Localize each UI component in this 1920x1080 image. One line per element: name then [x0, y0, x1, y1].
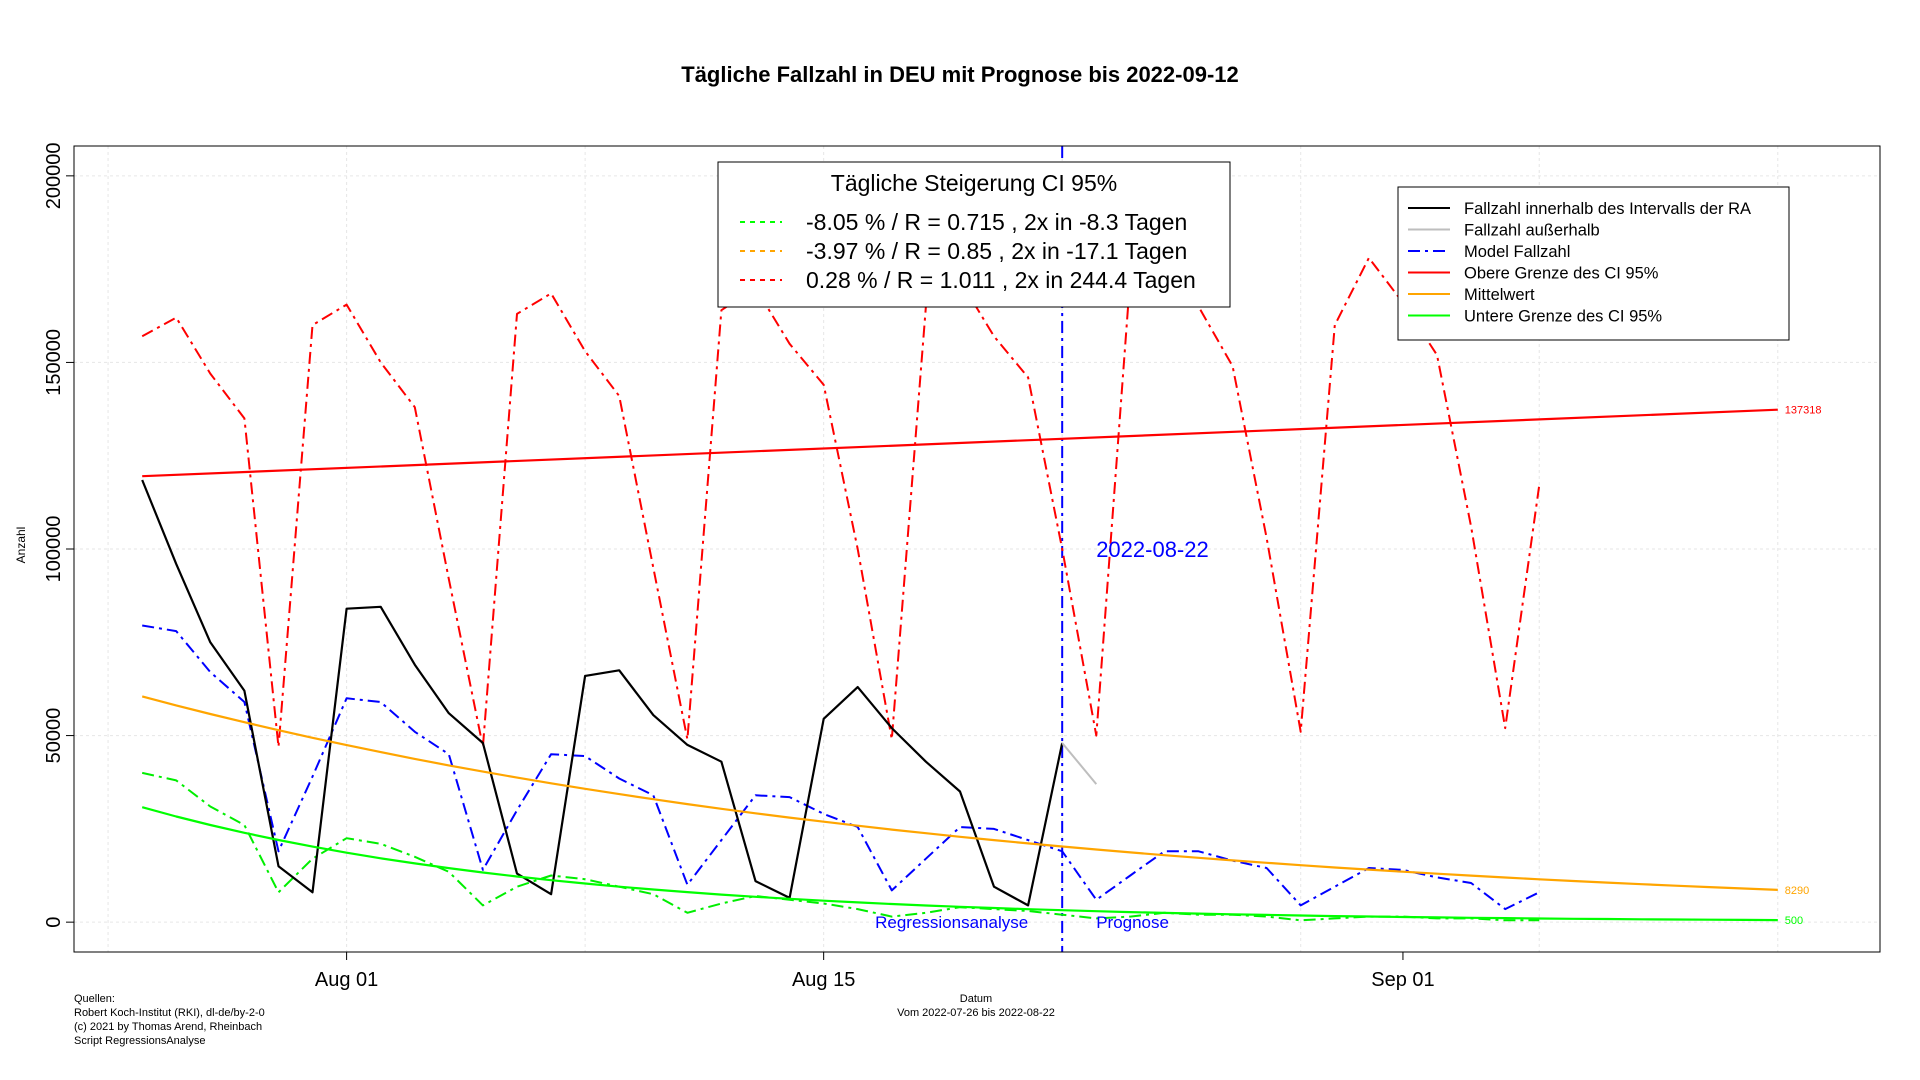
x-axis: Aug 01 Aug 15 Sep 01 [315, 952, 1435, 991]
source-line: (c) 2021 by Thomas Arend, Rheinbach [74, 1021, 262, 1033]
y-tick-label: 0 [43, 917, 65, 928]
sources: Quellen: Robert Koch-Institut (RKI), dl-… [74, 993, 265, 1047]
source-line: Script RegressionsAnalyse [74, 1035, 205, 1047]
series-line-lower [141, 806, 1778, 922]
chart-title: Tägliche Fallzahl in DEU mit Prognose bi… [681, 62, 1239, 87]
end-labels: 137318 8290 500 [1785, 405, 1822, 927]
y-axis: 0 50000 100000 150000 200000 [43, 142, 74, 928]
end-label-mean: 8290 [1785, 885, 1809, 897]
series-layer [141, 253, 1778, 922]
legend-label: Model Fallzahl [1464, 243, 1570, 261]
legend: Fallzahl innerhalb des Intervalls der RA… [1397, 186, 1790, 341]
y-tick-label: 50000 [43, 708, 65, 764]
regression-region-label: Regressionsanalyse [875, 913, 1028, 932]
y-tick-label: 100000 [43, 516, 65, 583]
legend-label: Untere Grenze des CI 95% [1464, 308, 1662, 326]
growth-row-upper: 0.28 % / R = 1.011 , 2x in 244.4 Tagen [806, 267, 1196, 293]
legend-label: Fallzahl innerhalb des Intervalls der RA [1464, 200, 1751, 218]
forecast-region-label: Prognose [1096, 913, 1169, 932]
end-label-lower: 500 [1785, 915, 1803, 927]
legend-label: Mittelwert [1464, 286, 1535, 304]
legend-label: Obere Grenze des CI 95% [1464, 265, 1659, 283]
series-line-outside [1061, 742, 1098, 785]
cut-date-label: 2022-08-22 [1096, 537, 1209, 562]
series-line-upper_model [141, 253, 1541, 748]
growth-box-frame [717, 161, 1231, 308]
x-axis-sublabel: Vom 2022-07-26 bis 2022-08-22 [897, 1007, 1055, 1019]
y-tick-label: 150000 [43, 329, 65, 396]
y-axis-label: Anzahl [14, 527, 28, 564]
series-line-upper [142, 408, 1778, 478]
growth-box-title: Tägliche Steigerung CI 95% [831, 170, 1117, 196]
x-tick-label: Aug 01 [315, 969, 378, 991]
growth-row-mean: -3.97 % / R = 0.85 , 2x in -17.1 Tagen [806, 238, 1187, 264]
end-label-upper: 137318 [1785, 405, 1822, 417]
source-line: Quellen: [74, 993, 115, 1005]
x-tick-label: Sep 01 [1371, 969, 1434, 991]
legend-frame [1397, 186, 1790, 341]
growth-row-lower: -8.05 % / R = 0.715 , 2x in -8.3 Tagen [806, 209, 1187, 235]
x-axis-label: Datum [960, 993, 992, 1005]
series-line-cases [141, 479, 1064, 907]
y-tick-label: 200000 [43, 142, 65, 209]
annotations: 2022-08-22 Regressionsanalyse Prognose [875, 537, 1209, 932]
series-line-mean [141, 695, 1778, 891]
x-tick-label: Aug 15 [792, 969, 855, 991]
series-line-model [142, 624, 1540, 911]
series-line-lower_model [141, 771, 1540, 922]
legend-items: Fallzahl innerhalb des Intervalls der RA… [1408, 200, 1751, 326]
legend-label: Fallzahl außerhalb [1464, 222, 1600, 240]
source-line: Robert Koch-Institut (RKI), dl-de/by-2-0 [74, 1007, 265, 1019]
growth-box: Tägliche Steigerung CI 95% -8.05 % / R =… [717, 161, 1231, 308]
